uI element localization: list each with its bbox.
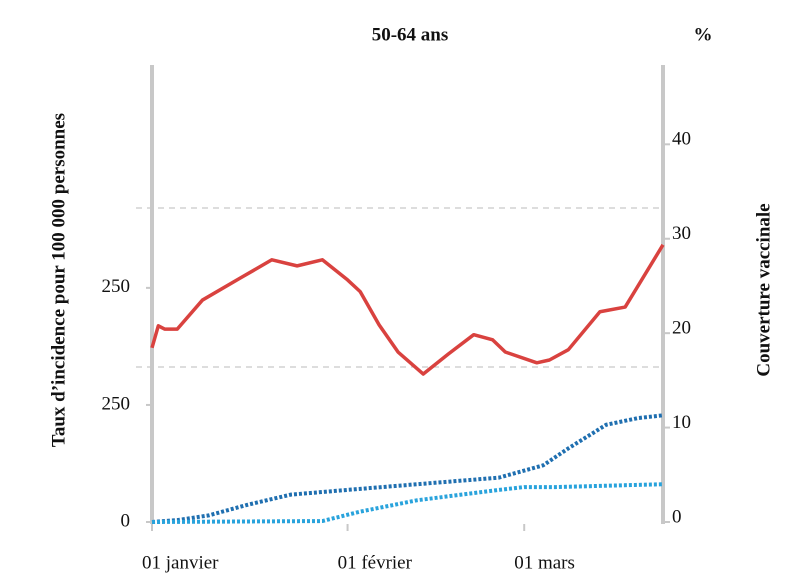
y2-tick-label: 30 [672, 223, 691, 244]
y-tick-label: 250 [102, 276, 131, 297]
y-tick-label: 250 [102, 393, 131, 414]
y2-tick-label: 20 [672, 318, 691, 339]
series-line [150, 243, 665, 376]
y2-unit: % [694, 24, 713, 45]
series-line [151, 413, 664, 524]
chart-title: 50-64 ans [372, 24, 449, 45]
y-axis-label: Taux d’incidence pour 100 000 personnes [48, 113, 69, 447]
x-tick-label: 01 février [338, 552, 413, 573]
series-line [151, 482, 664, 524]
x-tick-label: 01 janvier [142, 552, 219, 573]
y2-axis-label: Couverture vaccinale [753, 203, 774, 376]
y-tick-label: 0 [121, 510, 131, 531]
y2-tick-label: 0 [672, 506, 682, 527]
y2-tick-label: 40 [672, 129, 691, 150]
y2-tick-label: 10 [672, 412, 691, 433]
x-tick-label: 01 mars [514, 552, 575, 573]
